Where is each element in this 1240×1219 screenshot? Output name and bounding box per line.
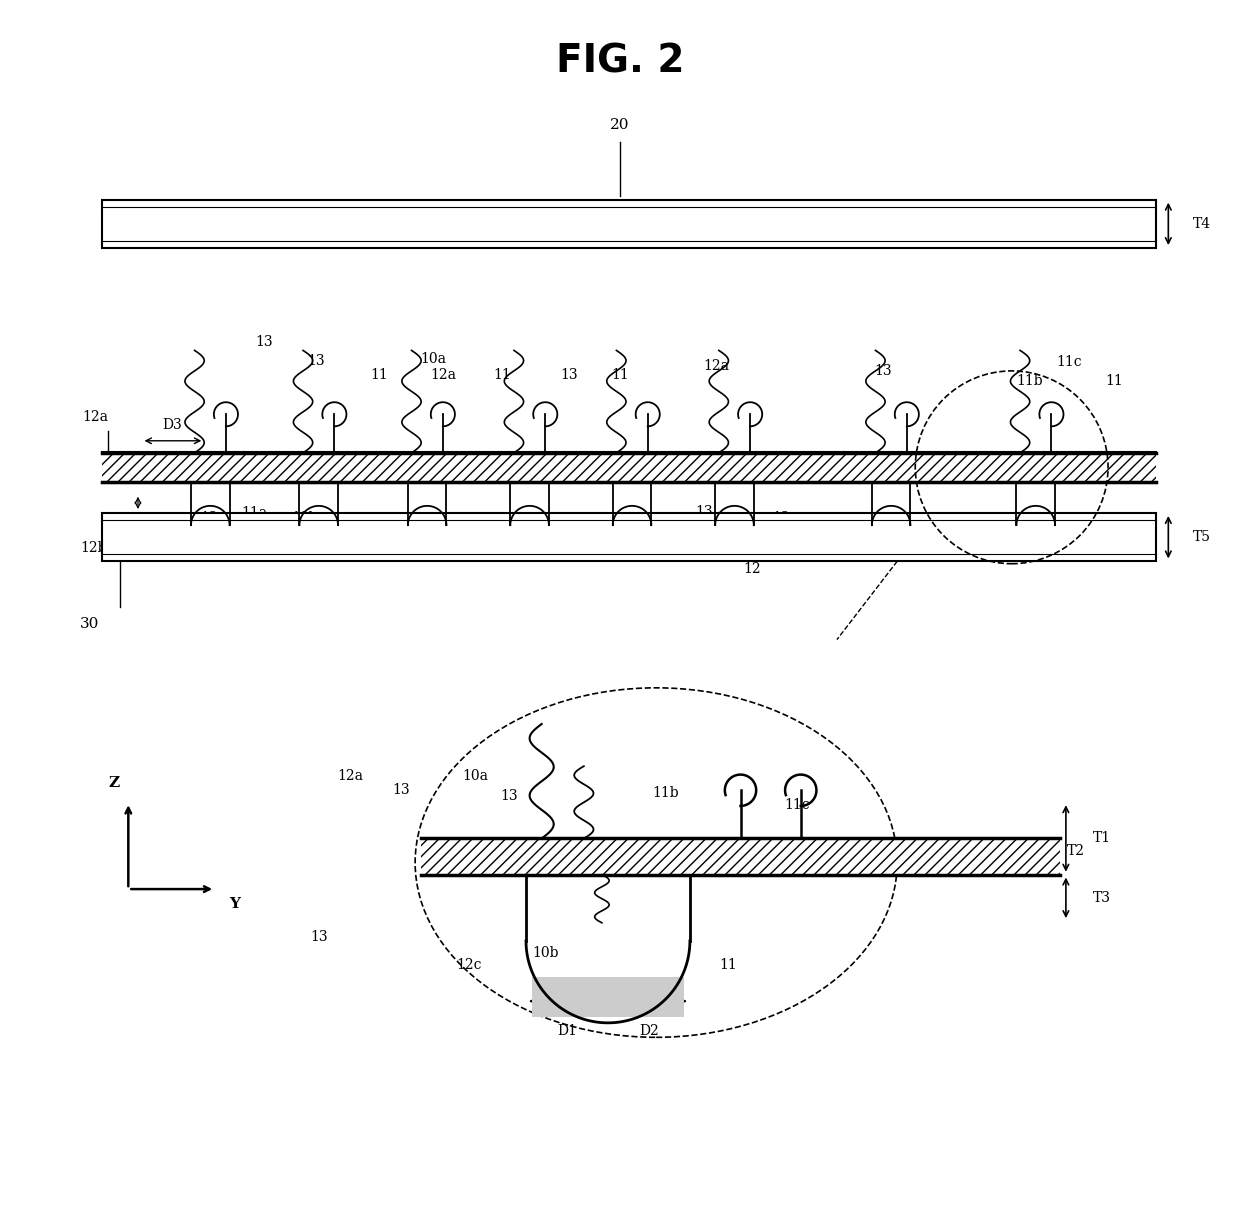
Text: 12c: 12c <box>200 511 226 525</box>
Text: D4: D4 <box>138 516 157 530</box>
Text: 11b: 11b <box>652 786 680 800</box>
Text: 13: 13 <box>696 505 713 519</box>
Text: 10a: 10a <box>420 352 446 366</box>
Text: 13: 13 <box>560 367 578 382</box>
Text: 13: 13 <box>500 789 518 803</box>
Text: 13: 13 <box>308 355 325 368</box>
Text: 10a: 10a <box>463 769 489 783</box>
Text: 13: 13 <box>874 364 892 378</box>
Text: T5: T5 <box>1193 530 1211 544</box>
Text: 10b: 10b <box>291 511 317 525</box>
Text: 11a: 11a <box>513 513 539 528</box>
Text: 11: 11 <box>370 367 388 382</box>
Text: 13: 13 <box>392 784 409 797</box>
Text: 12c: 12c <box>456 958 482 972</box>
Text: 12c: 12c <box>773 511 797 525</box>
Bar <box>102 452 1156 482</box>
Text: Z: Z <box>108 777 119 790</box>
Text: D2: D2 <box>639 1024 658 1039</box>
Text: 20: 20 <box>610 118 630 132</box>
Text: 30: 30 <box>81 617 99 631</box>
Text: T3: T3 <box>1092 891 1111 904</box>
Text: 11: 11 <box>494 367 511 382</box>
Text: T1: T1 <box>1092 831 1111 846</box>
Text: 10b: 10b <box>532 946 558 959</box>
Text: 12a: 12a <box>83 410 109 424</box>
Text: 11a: 11a <box>884 545 910 558</box>
Bar <box>102 513 1156 561</box>
Text: 12a: 12a <box>703 360 729 373</box>
Text: D1: D1 <box>557 1024 577 1039</box>
Text: 10: 10 <box>470 545 487 558</box>
Text: 12b: 12b <box>81 541 107 555</box>
Text: 11a: 11a <box>242 506 268 521</box>
Text: 13: 13 <box>255 335 273 349</box>
Text: T4: T4 <box>1193 217 1211 230</box>
Text: 12: 12 <box>365 545 382 558</box>
Text: 12a: 12a <box>430 367 456 382</box>
Text: FIG. 2: FIG. 2 <box>556 43 684 80</box>
Text: 12b: 12b <box>728 523 754 536</box>
Text: 11b: 11b <box>1017 373 1043 388</box>
Text: T2: T2 <box>1066 844 1085 857</box>
Text: 11c: 11c <box>1056 356 1083 369</box>
Bar <box>422 839 1060 874</box>
Text: 11: 11 <box>719 958 738 972</box>
Bar <box>532 978 684 1017</box>
Text: 11: 11 <box>611 367 629 382</box>
Text: D3: D3 <box>162 418 181 432</box>
Text: 12a: 12a <box>337 769 363 783</box>
Text: Y: Y <box>229 896 239 911</box>
Text: 13: 13 <box>310 930 327 945</box>
Text: 11c: 11c <box>785 797 810 812</box>
Text: 11: 11 <box>1105 373 1123 388</box>
Text: 12: 12 <box>744 562 761 575</box>
Bar <box>102 200 1156 247</box>
